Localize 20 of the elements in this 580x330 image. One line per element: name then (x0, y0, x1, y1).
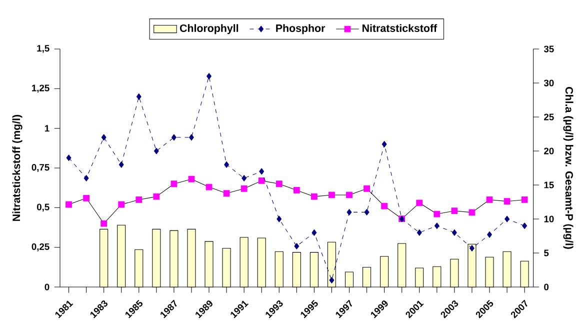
y2-tick-label: 25 (544, 114, 554, 120)
y2-tick-label: 15 (544, 182, 554, 188)
y2-tick-label: 5 (544, 250, 549, 256)
y-axis-title: Nitratstickstoff (mg/l) (12, 114, 22, 221)
y2-tick-label: 0 (544, 284, 549, 290)
y2-tick-label: 10 (544, 216, 554, 222)
y-tick-label: 0,25 (32, 243, 50, 252)
y-tick-label: 0 (44, 284, 50, 290)
legend-label: Chlorophyll (180, 24, 238, 34)
y2-axis-title: Chl.a (µg/l) bzw. Gesamt-P (µg/l) (563, 87, 574, 249)
y-tick-label: 0,75 (32, 164, 50, 172)
legend-label: Nitratstickstoff (362, 24, 438, 32)
y2-tick-label: 35 (544, 46, 554, 52)
y-tick-label: 1 (45, 125, 50, 132)
y2-tick-label: 30 (544, 80, 554, 86)
y2-tick-label: 20 (544, 148, 554, 154)
y-tick-label: 1,25 (32, 84, 50, 93)
legend-label: Phosphor (276, 24, 326, 34)
y-tick-label: 0,5 (37, 204, 50, 212)
y-tick-label: 1,5 (37, 45, 50, 53)
